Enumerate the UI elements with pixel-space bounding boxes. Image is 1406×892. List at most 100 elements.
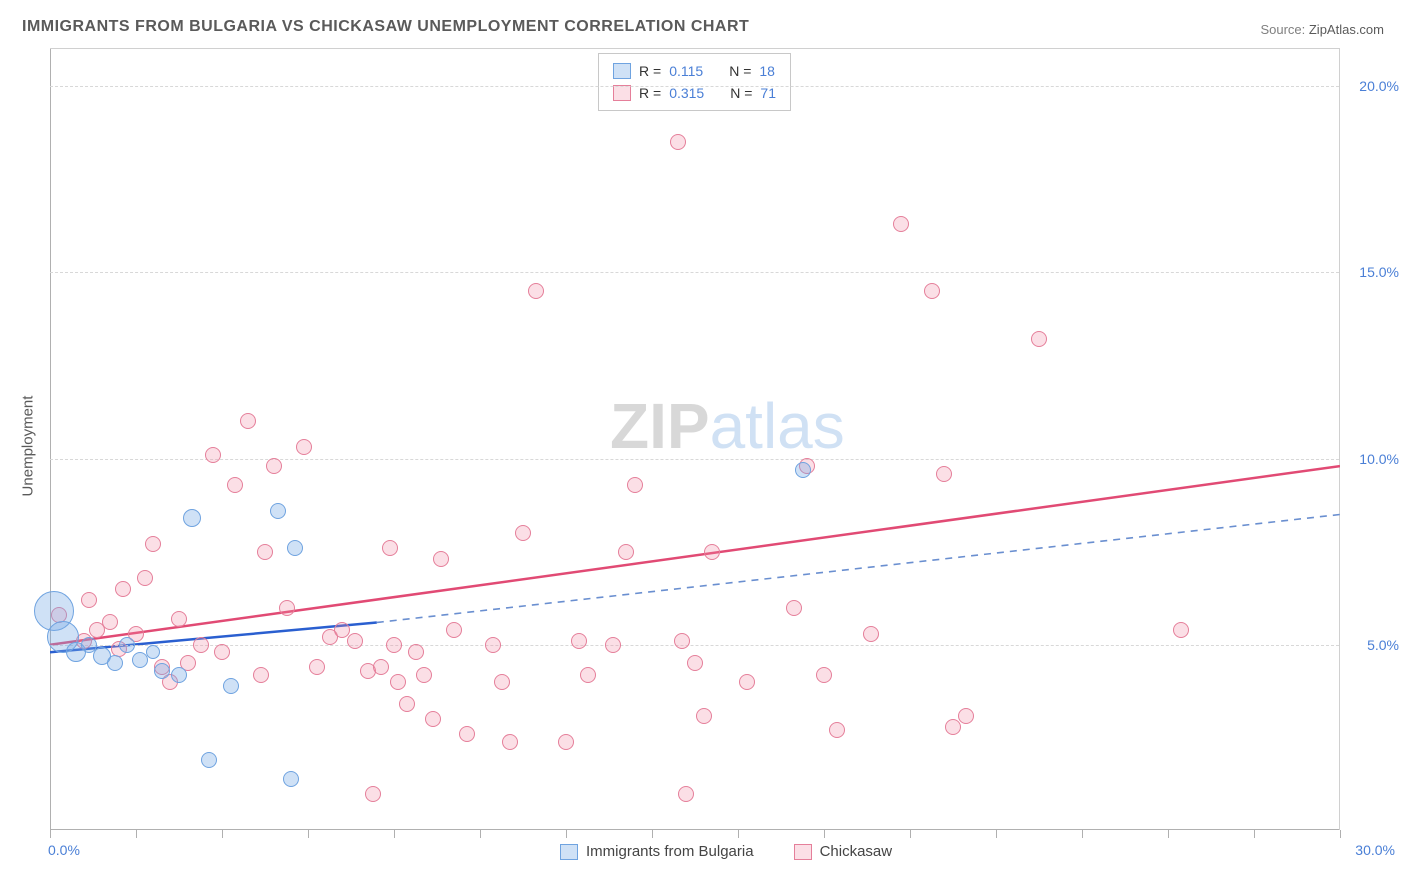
data-point-blue — [146, 645, 160, 659]
data-point-pink — [171, 611, 187, 627]
data-point-pink — [696, 708, 712, 724]
x-tick — [1254, 830, 1255, 838]
data-point-pink — [382, 540, 398, 556]
x-tick — [1340, 830, 1341, 838]
legend-r-label: R = — [639, 60, 661, 82]
legend-n-value: 18 — [759, 60, 775, 82]
x-tick — [50, 830, 51, 838]
legend-n-label: N = — [729, 60, 751, 82]
data-point-pink — [670, 134, 686, 150]
gridline — [50, 645, 1339, 646]
data-point-pink — [528, 283, 544, 299]
x-tick — [308, 830, 309, 838]
x-tick — [566, 830, 567, 838]
data-point-pink — [365, 786, 381, 802]
data-point-pink — [227, 477, 243, 493]
data-point-pink — [580, 667, 596, 683]
chart-title: IMMIGRANTS FROM BULGARIA VS CHICKASAW UN… — [22, 18, 749, 36]
y-tick-label: 15.0% — [1349, 264, 1399, 280]
x-tick-label-max: 30.0% — [1355, 842, 1395, 858]
data-point-pink — [347, 633, 363, 649]
legend-series-name: Chickasaw — [820, 843, 893, 860]
data-point-pink — [296, 439, 312, 455]
x-tick — [738, 830, 739, 838]
x-tick — [136, 830, 137, 838]
data-point-pink — [1031, 331, 1047, 347]
data-point-pink — [687, 655, 703, 671]
x-tick — [222, 830, 223, 838]
data-point-pink — [279, 600, 295, 616]
data-point-blue — [270, 503, 286, 519]
data-point-pink — [618, 544, 634, 560]
data-point-pink — [257, 544, 273, 560]
data-point-pink — [816, 667, 832, 683]
data-point-pink — [214, 644, 230, 660]
legend-series-name: Immigrants from Bulgaria — [586, 843, 754, 860]
data-point-blue — [154, 663, 170, 679]
chart-plot-area: ZIPatlas R =0.115N =18R =0.315N =71 Immi… — [50, 48, 1340, 830]
data-point-pink — [786, 600, 802, 616]
legend-swatch — [613, 85, 631, 101]
data-point-blue — [107, 655, 123, 671]
data-point-pink — [571, 633, 587, 649]
x-tick — [1168, 830, 1169, 838]
data-point-pink — [678, 786, 694, 802]
data-point-pink — [704, 544, 720, 560]
data-point-pink — [605, 637, 621, 653]
gridline — [50, 86, 1339, 87]
data-point-pink — [115, 581, 131, 597]
legend-series-item: Immigrants from Bulgaria — [560, 843, 754, 860]
legend-swatch — [794, 844, 812, 860]
x-tick — [1082, 830, 1083, 838]
watermark-atlas: atlas — [710, 390, 845, 462]
x-tick — [652, 830, 653, 838]
x-tick — [824, 830, 825, 838]
data-point-pink — [408, 644, 424, 660]
source-value: ZipAtlas.com — [1309, 22, 1384, 37]
data-point-pink — [386, 637, 402, 653]
data-point-pink — [1173, 622, 1189, 638]
watermark: ZIPatlas — [610, 389, 845, 463]
data-point-pink — [334, 622, 350, 638]
data-point-pink — [459, 726, 475, 742]
legend-swatch — [613, 63, 631, 79]
source-label: Source: — [1260, 22, 1308, 37]
data-point-pink — [425, 711, 441, 727]
data-point-pink — [485, 637, 501, 653]
data-point-pink — [627, 477, 643, 493]
data-point-pink — [494, 674, 510, 690]
y-tick-label: 5.0% — [1349, 637, 1399, 653]
correlation-legend: R =0.115N =18R =0.315N =71 — [598, 53, 791, 111]
data-point-pink — [958, 708, 974, 724]
data-point-blue — [119, 637, 135, 653]
data-point-pink — [145, 536, 161, 552]
x-tick — [480, 830, 481, 838]
x-tick-label-min: 0.0% — [48, 842, 80, 858]
y-axis-line — [50, 49, 51, 830]
x-tick — [996, 830, 997, 838]
data-point-pink — [924, 283, 940, 299]
x-tick — [910, 830, 911, 838]
data-point-blue — [183, 509, 201, 527]
trend-line — [50, 466, 1340, 645]
data-point-blue — [795, 462, 811, 478]
data-point-pink — [945, 719, 961, 735]
y-axis-label: Unemployment — [20, 396, 37, 497]
y-tick-label: 20.0% — [1349, 78, 1399, 94]
watermark-zip: ZIP — [610, 390, 710, 462]
legend-series-item: Chickasaw — [794, 843, 893, 860]
data-point-pink — [240, 413, 256, 429]
data-point-pink — [81, 592, 97, 608]
data-point-blue — [201, 752, 217, 768]
data-point-blue — [223, 678, 239, 694]
data-point-pink — [205, 447, 221, 463]
data-point-pink — [829, 722, 845, 738]
data-point-pink — [137, 570, 153, 586]
legend-r-value: 0.115 — [669, 60, 703, 82]
legend-swatch — [560, 844, 578, 860]
data-point-pink — [416, 667, 432, 683]
data-point-pink — [309, 659, 325, 675]
data-point-pink — [502, 734, 518, 750]
source-attribution: Source: ZipAtlas.com — [1260, 22, 1384, 37]
legend-stats-row: R = 0.115 N = 18 — [613, 60, 776, 82]
